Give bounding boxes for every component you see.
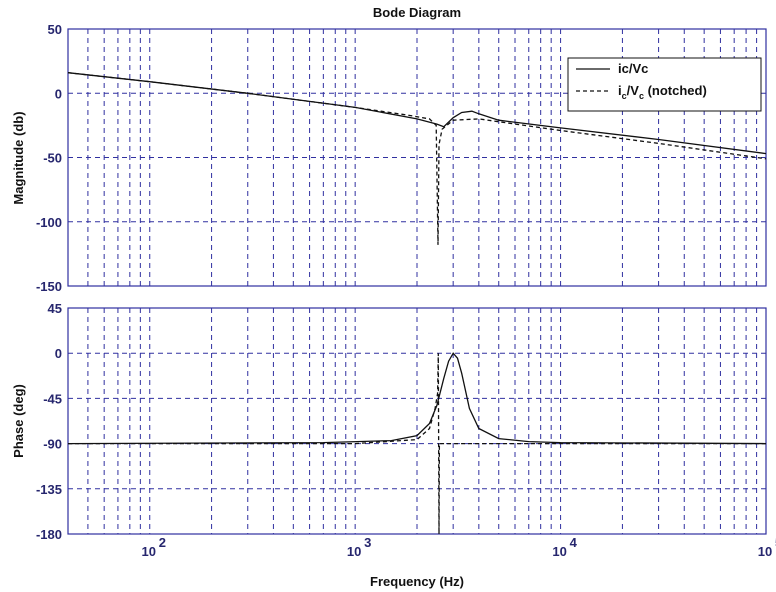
x-tick-label: 10 (552, 544, 566, 559)
phase-y-tick-label: 45 (48, 301, 62, 316)
phase-y-tick-label: -90 (43, 437, 62, 452)
magnitude-axes-frame (67, 28, 767, 287)
magnitude-y-tick-label: 50 (48, 22, 62, 37)
legend: ic/Vc ic/Vc (notched) (567, 57, 762, 112)
legend-label: ic/Vc (notched) (618, 83, 707, 101)
magnitude-y-tick-label: -100 (36, 215, 62, 230)
phase-y-tick-label: -45 (43, 391, 62, 406)
phase-series-notched (68, 353, 766, 535)
x-tick-exponent: 4 (570, 535, 578, 550)
magnitude-y-tick-label: -50 (43, 151, 62, 166)
x-axis-label: Frequency (Hz) (370, 574, 464, 589)
chart-title: Bode Diagram (373, 5, 461, 20)
x-tick-label: 10 (347, 544, 361, 559)
x-tick-label: 10 (142, 544, 156, 559)
magnitude-axis-label: Magnitude (db) (11, 111, 26, 204)
legend-label: ic/Vc (618, 61, 648, 76)
phase-axis-label: Phase (deg) (11, 384, 26, 458)
magnitude-plot: 50 0 -50 -100 -150 (36, 22, 767, 294)
phase-y-tick-label: 0 (55, 346, 62, 361)
magnitude-y-tick-label: 0 (55, 86, 62, 101)
legend-box (567, 57, 762, 112)
phase-y-tick-label: -180 (36, 527, 62, 542)
x-tick-exponent: 3 (364, 535, 371, 550)
x-tick-exponent: 2 (159, 535, 166, 550)
magnitude-series-notched (67, 72, 767, 245)
magnitude-y-tick-label: -150 (36, 279, 62, 294)
phase-y-tick-label: -135 (36, 482, 62, 497)
x-tick-label: 10 (758, 544, 772, 559)
phase-series-ic-vc (67, 352, 767, 445)
phase-plot: 450-45-90-135-180102103104105 (36, 301, 776, 559)
phase-axes-frame (67, 307, 767, 535)
